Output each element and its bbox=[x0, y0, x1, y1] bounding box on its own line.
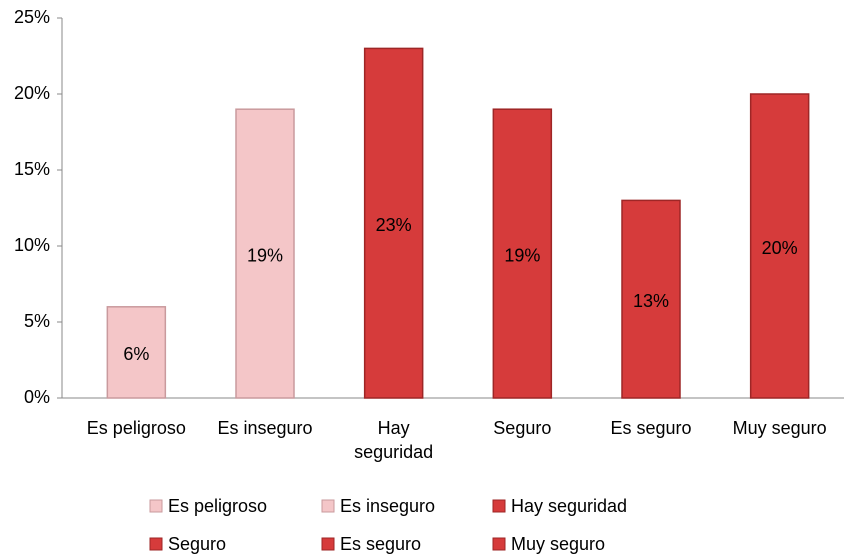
x-tick-label: Es inseguro bbox=[217, 418, 313, 438]
legend-label: Muy seguro bbox=[511, 534, 605, 554]
data-label: 23% bbox=[376, 215, 412, 235]
legend-label: Hay seguridad bbox=[511, 496, 627, 516]
legend-label: Es peligroso bbox=[168, 496, 267, 516]
y-tick-label: 20% bbox=[14, 83, 50, 103]
legend-swatch bbox=[492, 499, 506, 513]
legend-swatch bbox=[149, 499, 163, 513]
x-tick-label: Es peligroso bbox=[86, 418, 186, 438]
x-tick-label: Es seguro bbox=[610, 418, 692, 438]
bar bbox=[749, 93, 810, 399]
y-tick-label: 25% bbox=[14, 7, 50, 27]
data-label: 20% bbox=[762, 238, 798, 258]
x-tick-label: Hay seguridad bbox=[354, 418, 434, 462]
bar bbox=[621, 199, 681, 399]
y-tick-label: 0% bbox=[24, 387, 50, 407]
legend-swatch bbox=[492, 537, 506, 551]
x-tick-label: Seguro bbox=[493, 418, 552, 438]
bar bbox=[106, 306, 167, 399]
data-label: 6% bbox=[123, 344, 149, 364]
bar bbox=[363, 47, 424, 399]
y-tick-label: 10% bbox=[14, 235, 50, 255]
legend-label: Es inseguro bbox=[340, 496, 435, 516]
y-tick-label: 5% bbox=[24, 311, 50, 331]
data-label: 13% bbox=[633, 291, 669, 311]
legend-label: Es seguro bbox=[340, 534, 421, 554]
legend-swatch bbox=[321, 537, 335, 551]
legend-swatch bbox=[149, 537, 163, 551]
legend-swatch bbox=[321, 499, 335, 513]
data-label: 19% bbox=[247, 245, 283, 265]
bar bbox=[492, 108, 553, 399]
y-tick-label: 15% bbox=[14, 159, 50, 179]
data-label: 19% bbox=[504, 245, 540, 265]
x-tick-label: Muy seguro bbox=[732, 418, 827, 438]
bar bbox=[235, 108, 295, 399]
legend-label: Seguro bbox=[168, 534, 226, 554]
